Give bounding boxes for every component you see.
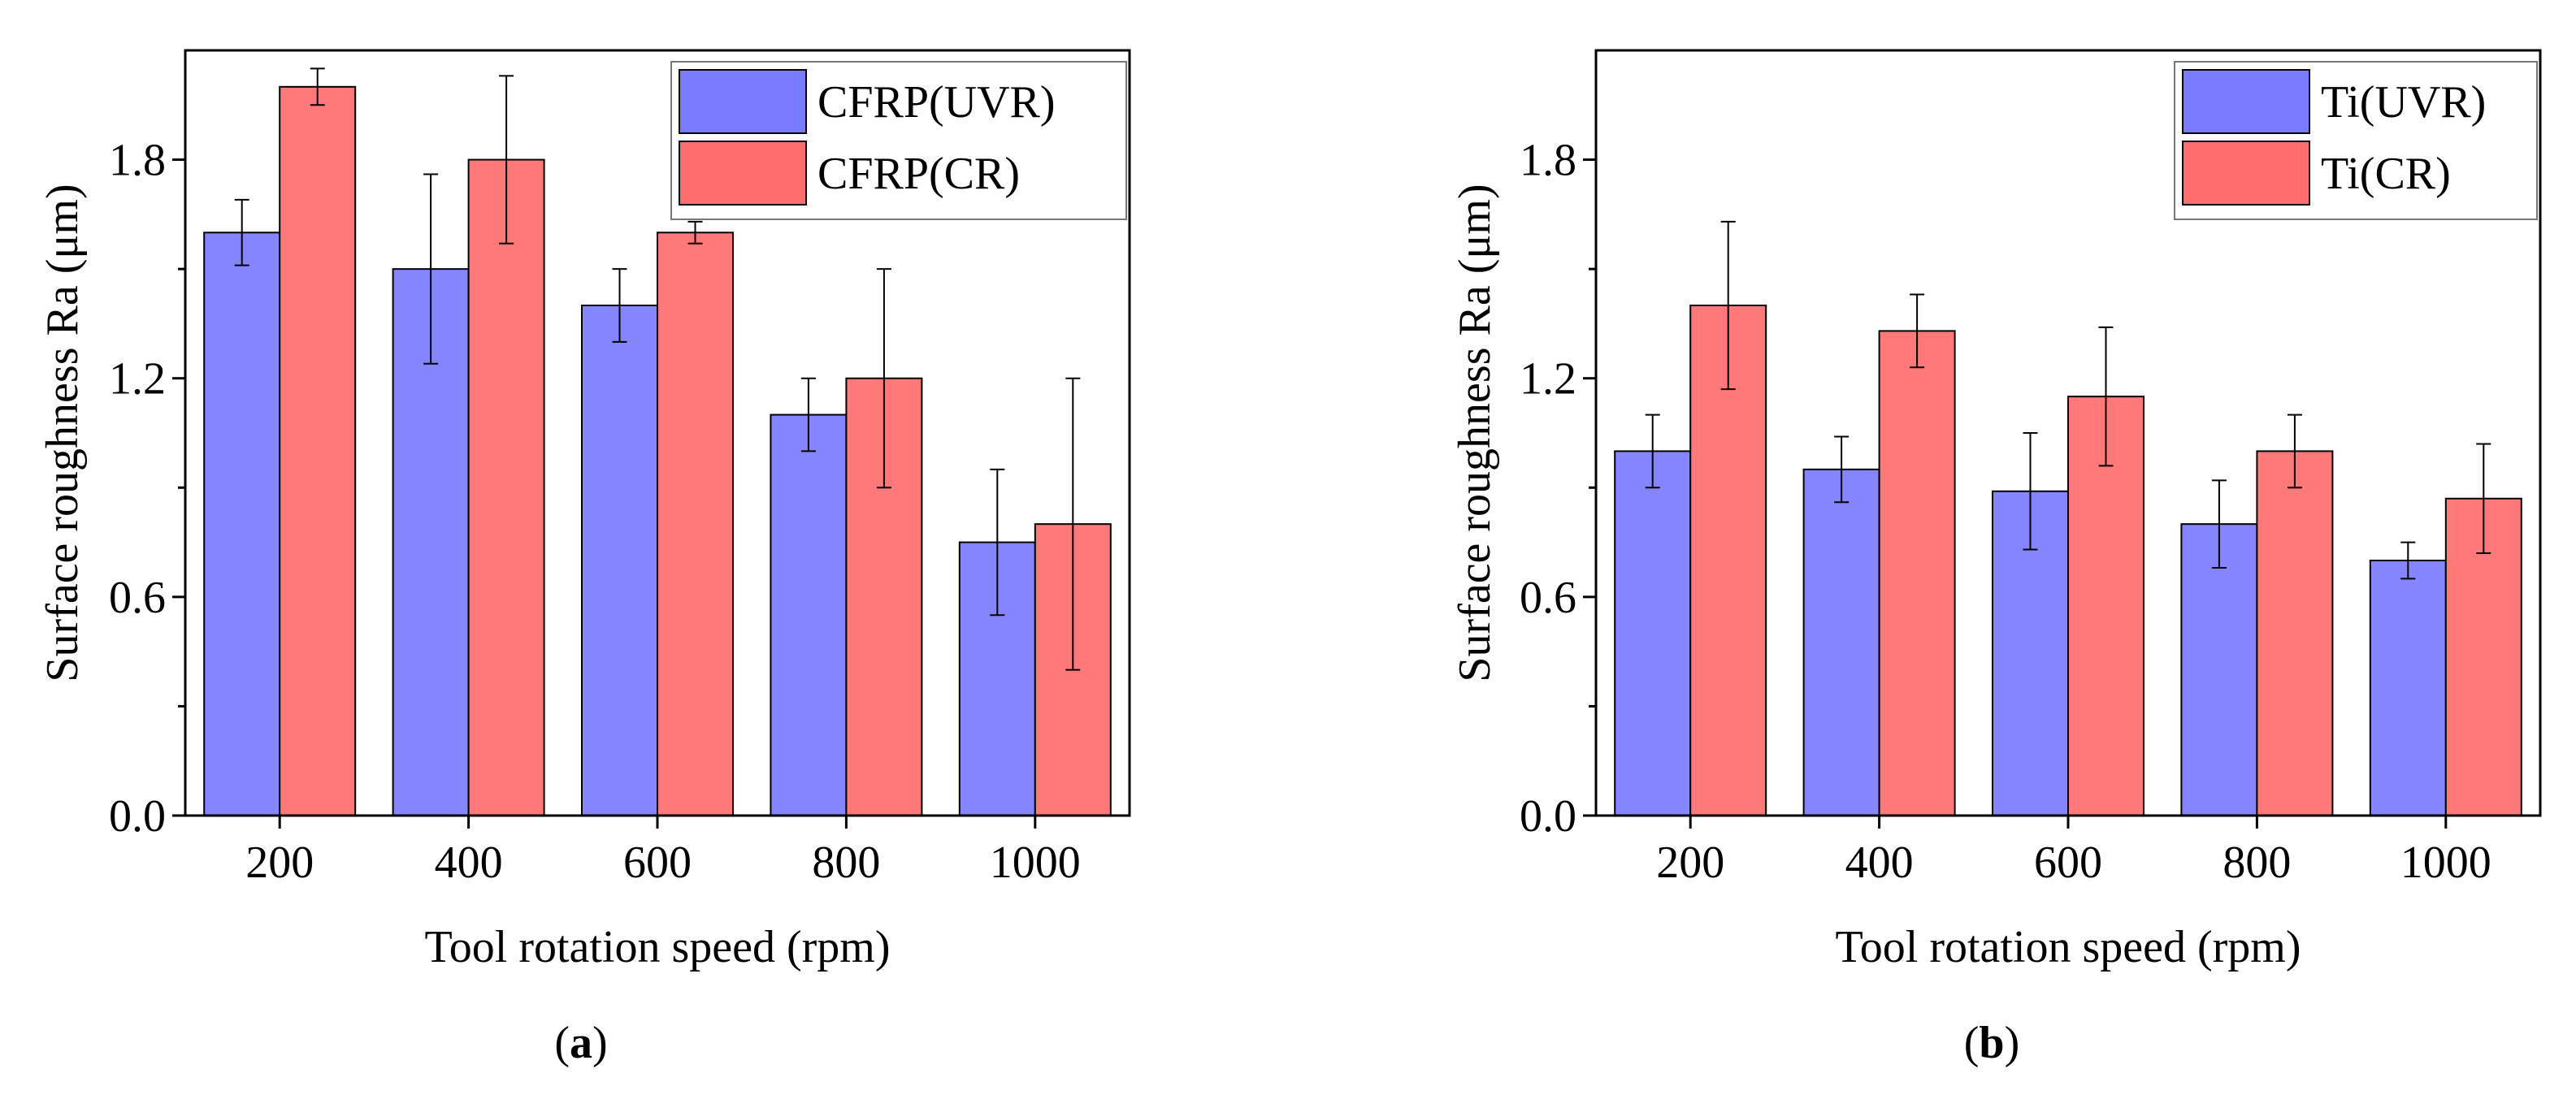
bar-ti-uvr--800 <box>2180 523 2258 817</box>
bar-ti-cr--200 <box>1689 305 1767 816</box>
bar-cfrp-uvr--800 <box>770 413 848 816</box>
error-bar-cfrp-uvr--600 <box>612 268 627 343</box>
y-tick-label: 1.8 <box>1520 136 1576 186</box>
x-tick-label: 200 <box>245 837 314 888</box>
bar-ti-cr--800 <box>2256 450 2334 817</box>
x-tick-label: 600 <box>2034 837 2102 888</box>
x-tick-label: 600 <box>623 837 692 888</box>
error-bar-cfrp-cr--600 <box>687 220 703 245</box>
bar-ti-cr--400 <box>1878 330 1956 816</box>
y-tick-label: 1.2 <box>109 354 166 405</box>
error-bar-ti-uvr--800 <box>2211 479 2227 569</box>
bar-ti-uvr--1000 <box>2369 560 2447 816</box>
x-tick-label: 1000 <box>990 837 1081 888</box>
legend-label: Ti(CR) <box>2321 149 2451 199</box>
chart-panel-b: 0.0 0.6 1.2 1.8 200 400 600 800 1000 Ti(UVR) Ti(C… <box>1450 49 2542 1068</box>
legend: CFRP(UVR) CFRP(CR) <box>670 61 1127 220</box>
bar-cfrp-uvr--200 <box>203 232 281 816</box>
error-bar-ti-uvr--200 <box>1645 413 1660 489</box>
y-tick-label: 1.2 <box>1520 354 1576 405</box>
error-bar-cfrp-cr--200 <box>310 67 325 106</box>
error-bar-ti-uvr--400 <box>1834 435 1850 504</box>
error-bar-ti-cr--800 <box>2287 413 2302 489</box>
x-tick-label: 400 <box>435 837 503 888</box>
y-tick-label: 0.6 <box>109 573 166 623</box>
error-bar-ti-cr--400 <box>1910 293 1925 369</box>
panel-label-letter: a <box>570 1018 592 1068</box>
error-bar-cfrp-cr--1000 <box>1065 377 1081 671</box>
error-bar-ti-cr--1000 <box>2476 443 2491 555</box>
error-bar-cfrp-uvr--1000 <box>990 468 1005 617</box>
legend-swatch <box>679 141 807 206</box>
error-bar-cfrp-cr--800 <box>876 268 891 489</box>
error-bar-ti-cr--600 <box>2098 326 2114 467</box>
y-tick-label: 0.0 <box>1520 791 1576 842</box>
x-tick-label: 200 <box>1656 837 1724 888</box>
legend-label: CFRP(UVR) <box>817 77 1056 128</box>
panel-label-letter: b <box>1979 1018 2004 1068</box>
legend: Ti(UVR) Ti(CR) <box>2174 61 2538 220</box>
y-axis-title: Surface roughness Ra (μm) <box>37 184 88 682</box>
error-bar-cfrp-uvr--200 <box>234 198 249 266</box>
bar-cfrp-cr--200 <box>279 85 357 817</box>
legend-swatch <box>679 69 807 134</box>
bar-cfrp-uvr--600 <box>581 305 658 816</box>
y-tick-label: 0.6 <box>1520 573 1576 623</box>
error-bar-cfrp-uvr--800 <box>800 377 816 452</box>
y-tick-label: 1.8 <box>109 136 166 186</box>
legend-label: CFRP(CR) <box>817 149 1020 199</box>
x-axis-title: Tool rotation speed (rpm) <box>424 922 890 972</box>
bar-cfrp-cr--600 <box>657 232 734 816</box>
x-tick-label: 800 <box>2223 837 2291 888</box>
error-bar-ti-cr--200 <box>1720 220 1736 391</box>
x-tick-label: 400 <box>1845 837 1914 888</box>
bar-ti-uvr--200 <box>1614 450 1692 817</box>
panel-label: (b) <box>1964 1018 2019 1068</box>
error-bar-ti-uvr--600 <box>2023 432 2038 551</box>
legend-swatch <box>2182 69 2310 134</box>
panel-label: (a) <box>554 1018 607 1068</box>
legend-swatch <box>2182 141 2310 206</box>
error-bar-ti-uvr--1000 <box>2400 541 2416 580</box>
x-tick-label: 1000 <box>2400 837 2491 888</box>
x-tick-label: 800 <box>812 837 880 888</box>
y-tick-label: 0.0 <box>109 791 166 842</box>
y-axis-title: Surface roughness Ra (μm) <box>1450 184 1500 682</box>
bar-ti-uvr--400 <box>1802 468 1880 816</box>
legend-label: Ti(UVR) <box>2321 77 2486 128</box>
x-axis-title: Tool rotation speed (rpm) <box>1835 922 2301 972</box>
error-bar-cfrp-cr--400 <box>499 75 514 245</box>
error-bar-cfrp-uvr--400 <box>423 173 439 365</box>
bar-cfrp-cr--400 <box>467 158 545 817</box>
